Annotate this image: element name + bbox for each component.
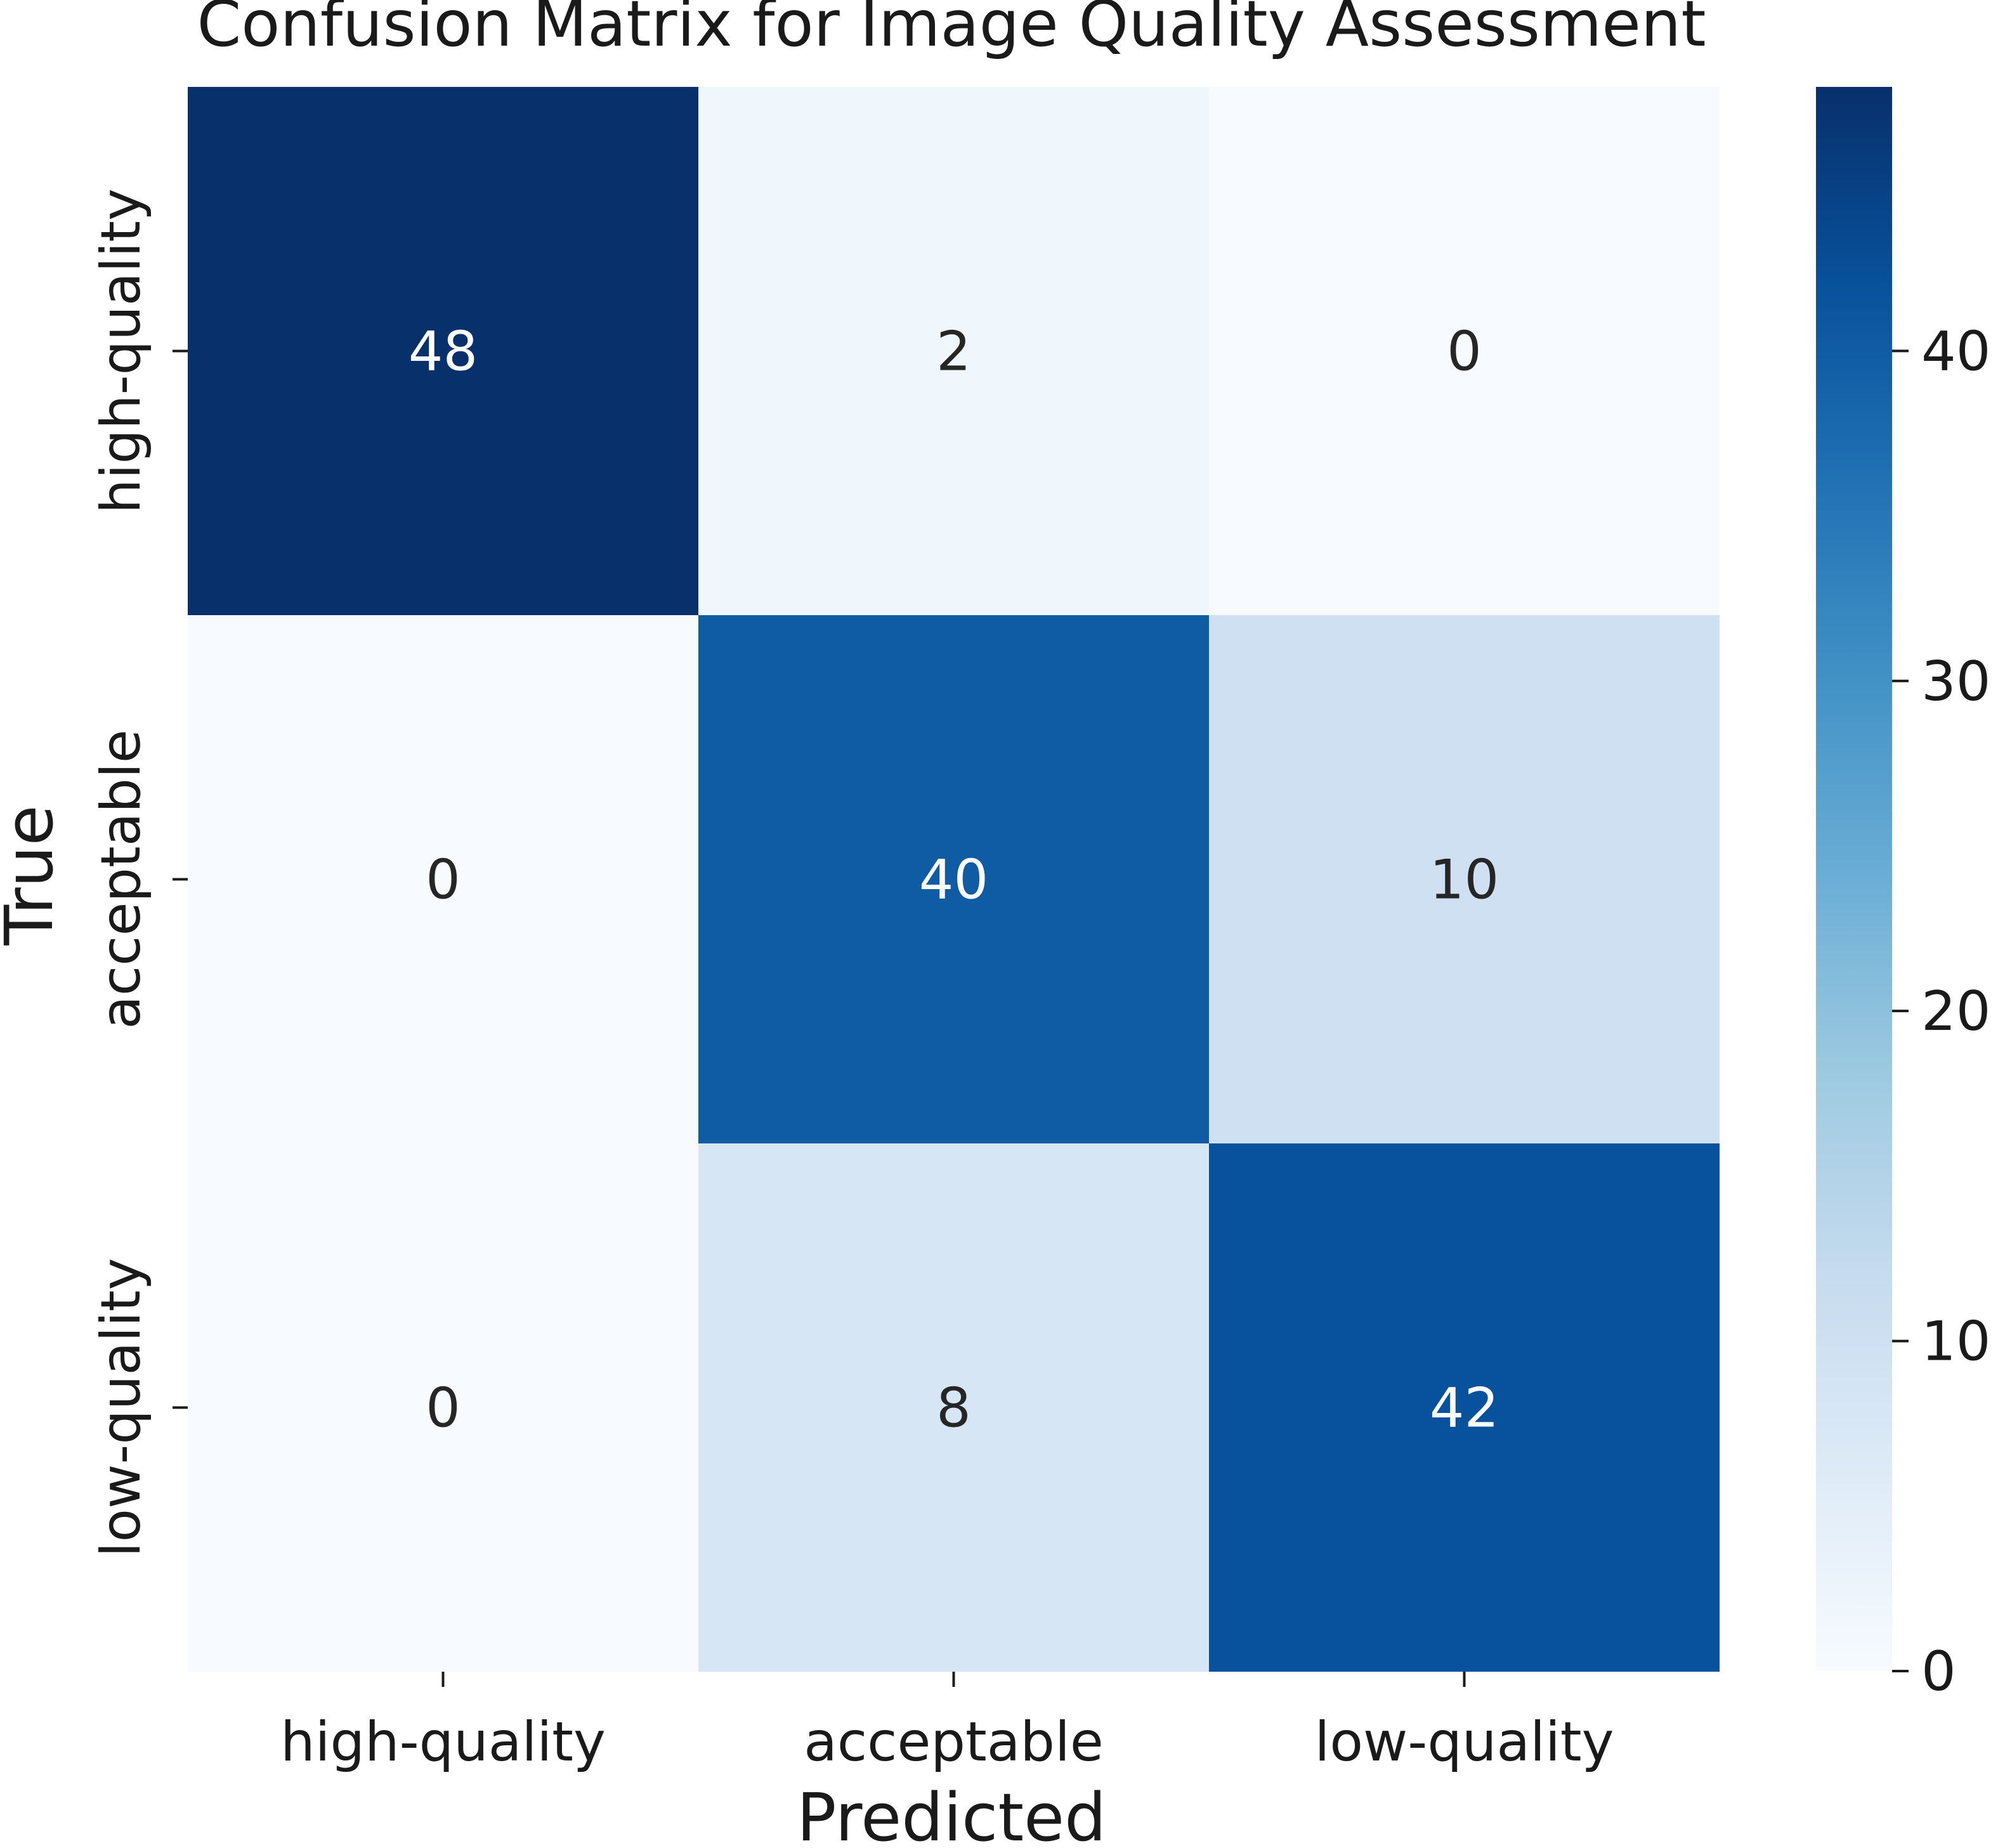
colorbar-tick-label-2: 20 [1921,980,1990,1043]
y-tick-label-2: low-quality [89,1258,153,1557]
y-axis: high-quality acceptable low-quality [89,188,188,1558]
cell-value-r0-c2: 0 [1447,320,1482,384]
heatmap-cell-r2-c1 [698,1143,1209,1672]
colorbar-tick-label-0: 0 [1921,1640,1956,1703]
y-tick-label-1: acceptable [89,729,153,1029]
x-axis: high-quality acceptable low-quality [280,1672,1614,1774]
chart-title: Confusion Matrix for Image Quality Asses… [197,0,1706,61]
cell-value-r2-c1: 8 [936,1377,971,1440]
x-tick-label-2: low-quality [1314,1710,1614,1774]
cell-value-r2-c0: 0 [426,1377,460,1440]
colorbar-tick-label-3: 30 [1921,650,1990,713]
heatmap-cells [188,87,1720,1672]
heatmap-cell-r0-c1 [698,87,1209,615]
cell-value-r1-c2: 10 [1430,849,1499,912]
cell-value-r0-c1: 2 [936,320,971,384]
cell-value-r2-c2: 42 [1430,1377,1499,1440]
heatmap-cell-r2-c0 [188,1143,698,1672]
x-tick-label-0: high-quality [280,1710,606,1774]
heatmap-cell-r1-c0 [188,615,698,1143]
y-axis-label: True [0,805,68,946]
colorbar-tick-label-4: 40 [1921,320,1990,383]
heatmap-cell-r2-c2 [1209,1143,1720,1672]
heatmap-cell-r0-c2 [1209,87,1720,615]
heatmap-cell-r0-c0 [188,87,698,615]
colorbar-tick-label-1: 10 [1921,1310,1990,1374]
heatmap-cell-r1-c2 [1209,615,1720,1143]
y-tick-label-0: high-quality [89,188,153,514]
cell-value-r1-c1: 40 [919,849,988,912]
heatmap-cell-r1-c1 [698,615,1209,1143]
cell-value-r0-c0: 48 [408,320,478,384]
colorbar-ticks: 0 10 20 30 40 [1892,320,1990,1703]
colorbar [1816,87,1892,1671]
heatmap-cell-labels: 48 2 0 0 40 10 0 8 42 [408,320,1499,1440]
cell-value-r1-c0: 0 [426,849,460,912]
x-tick-label-1: acceptable [804,1710,1104,1774]
x-axis-label: Predicted [797,1779,1106,1848]
